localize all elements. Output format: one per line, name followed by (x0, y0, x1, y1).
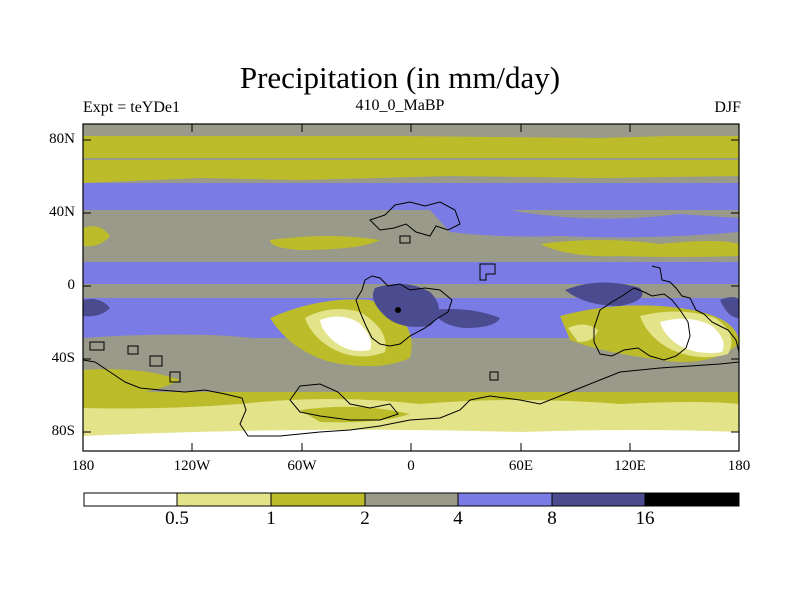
patch-equator-dark-5 (720, 297, 739, 318)
colorbar-label: 4 (453, 508, 463, 529)
patch-gray-southern (83, 334, 739, 392)
outline-islet-a (149, 355, 163, 367)
colorbar-label: 1 (266, 508, 276, 529)
patch-light-south (83, 399, 739, 420)
patch-nh-storm-extra (430, 205, 739, 238)
colorbar-box-gt-16 (644, 492, 740, 507)
lon-tick-label: 60E (508, 458, 534, 474)
lon-tick-label: 0 (407, 458, 415, 474)
patch-south-white-2 (660, 318, 724, 354)
site-marker (395, 307, 401, 313)
patch-midlat-yellow (270, 236, 380, 250)
colorbar-box-2-4 (364, 492, 459, 507)
colorbar-box-1-2 (270, 492, 366, 507)
patch-south-white-1 (320, 316, 372, 351)
patch-equator-dark-1 (372, 283, 439, 327)
patch-equator-dark-3 (565, 282, 643, 306)
band-itcz (83, 262, 739, 284)
season-label: DJF (714, 99, 741, 116)
patch-north-yellow (83, 160, 739, 183)
lon-tick-label: 120W (173, 458, 211, 474)
colorbar (83, 492, 740, 507)
colorbar-box-8-16 (551, 492, 646, 507)
map-plot-area (83, 124, 739, 451)
patch-south-light-3 (568, 324, 598, 342)
colorbar-label: 2 (360, 508, 370, 529)
outline-islet-e (89, 341, 105, 351)
band-north-storm (83, 183, 739, 210)
lat-tick-label: 40N (49, 204, 75, 220)
patch-east-yellow (540, 240, 739, 257)
outline-gondwana-west (355, 275, 453, 347)
outline-east-coast (651, 265, 739, 353)
colorbar-box-4-8 (457, 492, 553, 507)
outline-north-landmass (369, 201, 461, 237)
map-title: Precipitation (in mm/day) (239, 60, 561, 95)
patch-equator-dark-4 (83, 299, 110, 317)
continent-outlines (83, 201, 739, 437)
lon-tick-label: 60W (287, 458, 317, 474)
lon-tick-label: 180 (71, 458, 95, 474)
colorbar-label: 8 (547, 508, 557, 529)
experiment-label: Expt = teYDe1 (83, 99, 180, 116)
period-label: 410_0_MaBP (355, 97, 445, 114)
outline-islet-b (127, 345, 139, 355)
outline-islet-c (169, 371, 181, 383)
patch-antarctic-yellow (300, 406, 410, 423)
outline-gondwana-east (593, 287, 691, 361)
outline-islet-d (489, 371, 499, 381)
outline-inner-sea (289, 383, 399, 421)
outline-small-island-1 (399, 235, 411, 244)
axis-ticks (83, 124, 739, 451)
patch-atlantic-yellow (83, 226, 110, 247)
outline-south-continent (83, 359, 739, 437)
patch-equator-dark-2 (432, 309, 500, 328)
lat-tick-label: 0 (67, 277, 76, 293)
lat-tick-label: 80N (49, 131, 75, 147)
colorbar-box-lt-0-5 (83, 492, 178, 507)
outline-small-island-2 (479, 263, 496, 281)
colorbar-label: 0.5 (165, 508, 189, 529)
colorbar-box-0-5-1 (176, 492, 272, 507)
lon-tick-label: 120E (614, 458, 646, 474)
colorbar-label: 16 (635, 508, 655, 529)
lat-tick-label: 80S (51, 423, 75, 439)
lat-tick-label: 40S (51, 350, 75, 366)
lon-tick-label: 180 (727, 458, 751, 474)
band-arctic-yellow (83, 136, 739, 158)
